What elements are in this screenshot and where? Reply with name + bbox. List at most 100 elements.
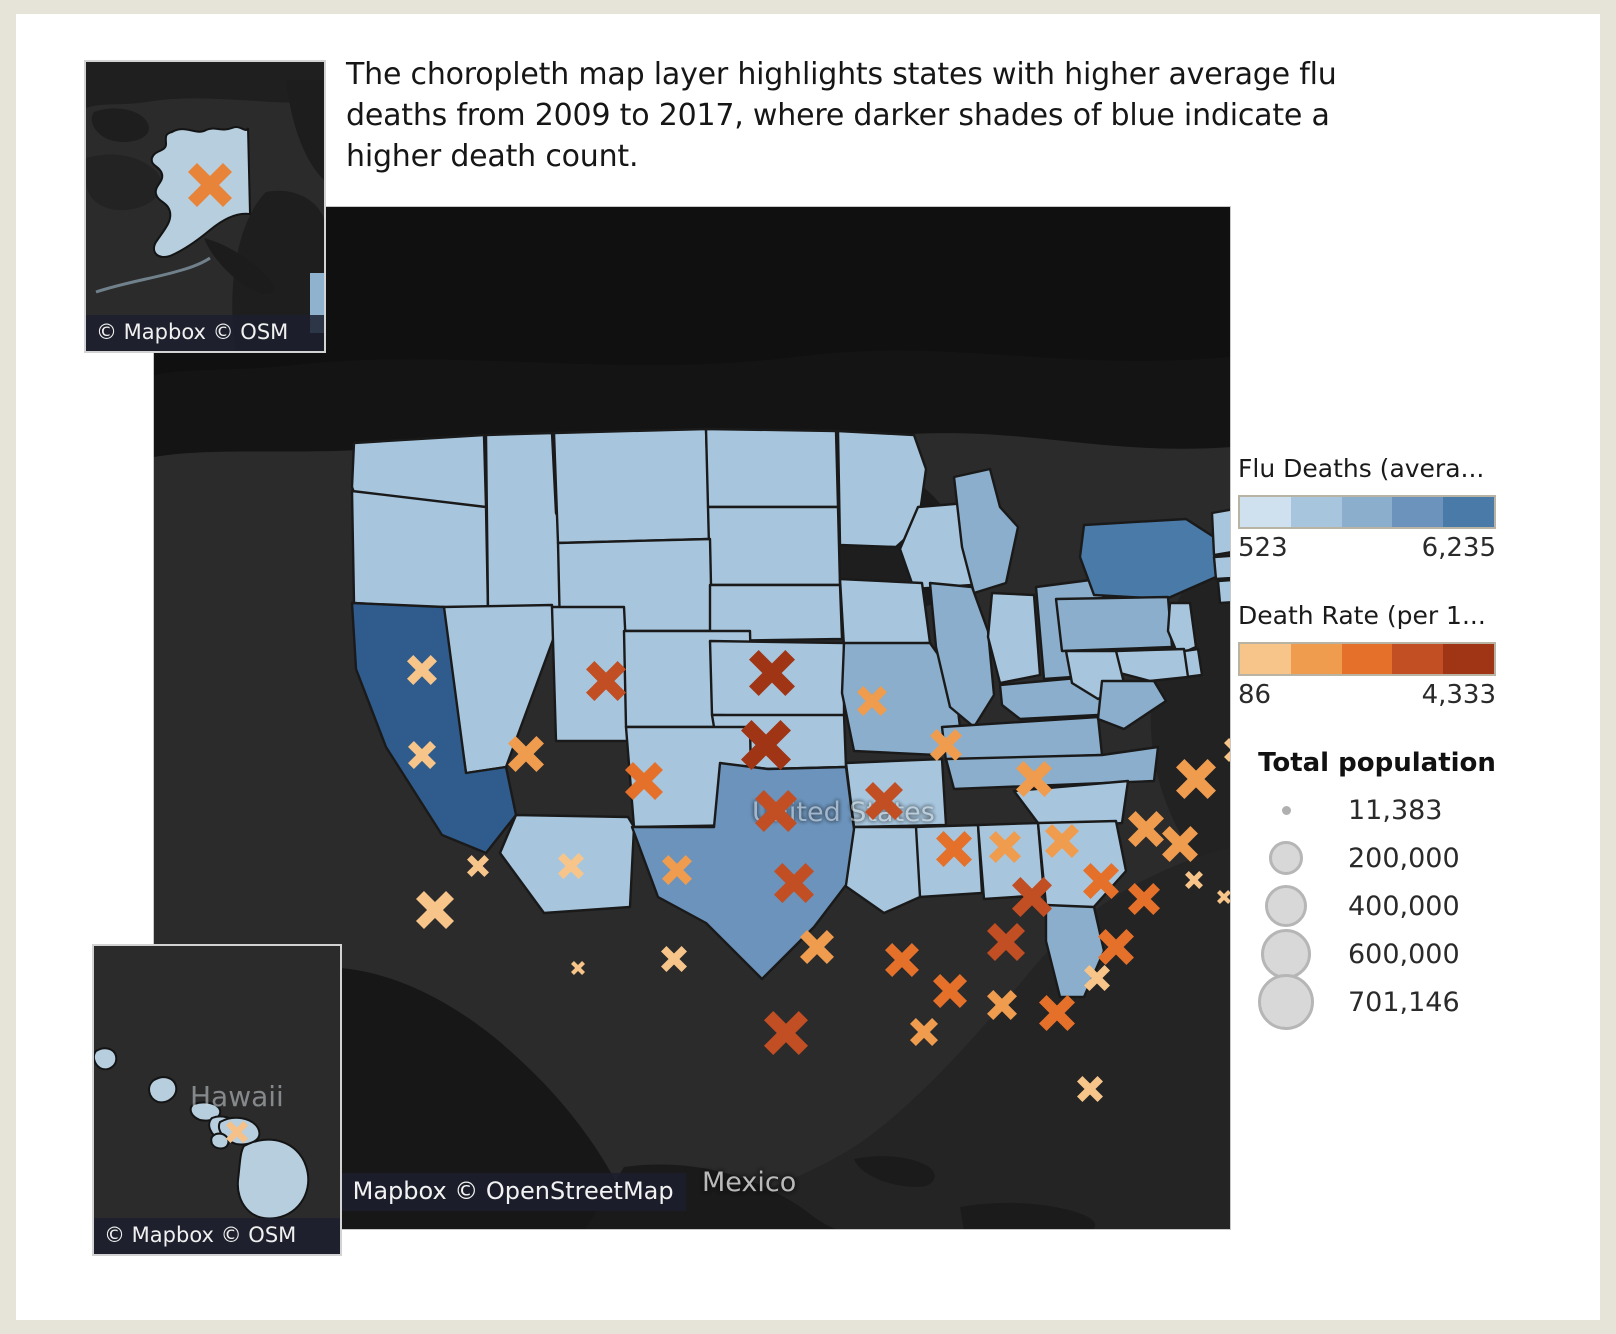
page-title: The choropleth map layer highlights stat… xyxy=(346,57,1337,174)
inset-map-hawaii[interactable]: Hawaii © Mapbox © OSM xyxy=(92,944,342,1256)
x-marker-glyph xyxy=(625,762,663,800)
x-marker-FL[interactable] xyxy=(1077,1076,1103,1102)
x-marker-NM[interactable] xyxy=(661,946,687,972)
x-marker-PA[interactable] xyxy=(1162,826,1198,862)
population-circle-swatch xyxy=(1238,885,1334,927)
x-marker-NY[interactable] xyxy=(1176,759,1216,799)
legend-population-row: 400,000 xyxy=(1238,882,1538,930)
x-marker-VT[interactable] xyxy=(1224,738,1231,762)
state-NY xyxy=(1078,517,1218,601)
legend-rate-max: 4,333 xyxy=(1421,680,1496,710)
legend-population-row: 701,146 xyxy=(1238,974,1538,1030)
x-marker-HI xyxy=(226,1121,248,1143)
x-marker-OK[interactable] xyxy=(800,930,834,964)
population-circle-swatch xyxy=(1238,929,1334,979)
x-marker-CA[interactable] xyxy=(416,891,454,929)
legend-flu-deaths: Flu Deaths (avera... 523 6,235 xyxy=(1238,454,1538,563)
x-marker-ID[interactable] xyxy=(508,736,544,772)
x-marker-KS[interactable] xyxy=(774,863,814,903)
x-marker-glyph xyxy=(749,650,795,696)
x-marker-glyph xyxy=(1224,738,1230,762)
population-circle xyxy=(1269,841,1303,875)
state-PA xyxy=(1054,595,1174,653)
legend-panel: Flu Deaths (avera... 523 6,235 Death Rat… xyxy=(1238,454,1538,1030)
legend-population: Total population 11,383 200,000 400,000 600… xyxy=(1238,748,1538,1030)
x-marker-MI[interactable] xyxy=(1016,761,1052,797)
x-marker-TN[interactable] xyxy=(1012,877,1052,917)
x-marker-NV[interactable] xyxy=(467,855,489,877)
alaska-attribution[interactable]: © Mapbox © OSM xyxy=(86,315,324,351)
x-marker-GA[interactable] xyxy=(1039,995,1075,1031)
x-marker-NC[interactable] xyxy=(987,923,1025,961)
state-TX xyxy=(630,761,856,981)
x-marker-WA[interactable] xyxy=(407,655,437,685)
hawaii-attribution[interactable]: © Mapbox © OSM xyxy=(94,1218,340,1254)
population-value-label: 701,146 xyxy=(1348,986,1460,1018)
x-marker-AZ[interactable] xyxy=(571,961,585,975)
x-marker-OH[interactable] xyxy=(1128,811,1164,847)
x-marker-IN[interactable] xyxy=(1045,824,1079,858)
x-marker-SC[interactable] xyxy=(1084,965,1110,991)
x-marker-WY[interactable] xyxy=(625,762,663,800)
x-marker-glyph xyxy=(910,1018,938,1046)
state-IL xyxy=(928,581,996,729)
x-marker-VA[interactable] xyxy=(1098,929,1134,965)
legend-rate-min: 86 xyxy=(1238,680,1272,710)
state-NE xyxy=(708,583,844,643)
x-marker-ND[interactable] xyxy=(749,650,795,696)
x-marker-glyph xyxy=(571,961,585,975)
flu-deaths-swatch-step-4 xyxy=(1443,497,1494,527)
x-marker-UT[interactable] xyxy=(558,853,584,879)
x-marker-WV[interactable] xyxy=(1128,883,1160,915)
legend-population-row: 600,000 xyxy=(1238,929,1538,979)
x-marker-IA[interactable] xyxy=(865,782,903,820)
legend-population-row: 11,383 xyxy=(1238,786,1538,834)
state-MI xyxy=(952,467,1020,595)
x-marker-MT[interactable] xyxy=(586,661,626,701)
death-rate-swatch-step-3 xyxy=(1392,644,1444,674)
death-rate-markers-layer[interactable] xyxy=(154,207,1231,1230)
map-attribution[interactable]: © Mapbox © OpenStreetMap xyxy=(309,1173,686,1211)
state-NC xyxy=(944,745,1160,791)
x-marker-glyph xyxy=(1012,877,1052,917)
x-marker-CO[interactable] xyxy=(662,855,692,885)
legend-death-rate: Death Rate (per 1... 86 4,333 xyxy=(1238,601,1538,710)
x-marker-AL[interactable] xyxy=(987,990,1017,1020)
legend-death-rate-scale: 86 4,333 xyxy=(1238,680,1496,710)
inset-map-alaska[interactable]: © Mapbox © OSM xyxy=(84,60,326,353)
x-marker-MO[interactable] xyxy=(936,831,972,867)
alaska-marker-layer[interactable] xyxy=(86,62,326,353)
legend-population-title: Total population xyxy=(1258,748,1496,778)
x-marker-glyph xyxy=(661,946,687,972)
x-marker-AR[interactable] xyxy=(885,943,919,977)
flu-deaths-swatch-step-2 xyxy=(1341,497,1393,527)
x-marker-NE[interactable] xyxy=(755,790,797,832)
x-marker-KY[interactable] xyxy=(1083,863,1119,899)
legend-death-rate-ramp xyxy=(1238,642,1496,676)
x-marker-LA[interactable] xyxy=(910,1018,938,1046)
hawaii-marker-layer[interactable] xyxy=(94,946,340,1254)
x-marker-glyph xyxy=(1045,824,1079,858)
x-marker-glyph xyxy=(885,943,919,977)
x-marker-glyph xyxy=(1098,929,1134,965)
x-marker-glyph xyxy=(1077,1076,1103,1102)
x-marker-WI[interactable] xyxy=(930,729,962,761)
x-marker-SD[interactable] xyxy=(741,720,791,770)
legend-flu-min: 523 xyxy=(1238,533,1288,563)
death-rate-swatch-step-2 xyxy=(1341,644,1393,674)
x-marker-glyph xyxy=(1176,759,1216,799)
legend-flu-max: 6,235 xyxy=(1421,533,1496,563)
x-marker-OR[interactable] xyxy=(408,741,436,769)
svg-text:Hawaii: Hawaii xyxy=(190,1080,284,1113)
x-marker-TX[interactable] xyxy=(764,1011,808,1055)
x-marker-MS[interactable] xyxy=(933,974,967,1008)
x-marker-DE[interactable] xyxy=(1217,890,1231,904)
x-marker-MD[interactable] xyxy=(1185,871,1203,889)
population-circle-swatch xyxy=(1238,974,1334,1030)
x-marker-IL[interactable] xyxy=(989,831,1021,863)
population-value-label: 11,383 xyxy=(1348,794,1443,826)
state-VT xyxy=(1210,508,1230,557)
alaska-basemap xyxy=(86,62,324,351)
population-value-label: 600,000 xyxy=(1348,938,1460,970)
x-marker-MN[interactable] xyxy=(857,686,887,716)
